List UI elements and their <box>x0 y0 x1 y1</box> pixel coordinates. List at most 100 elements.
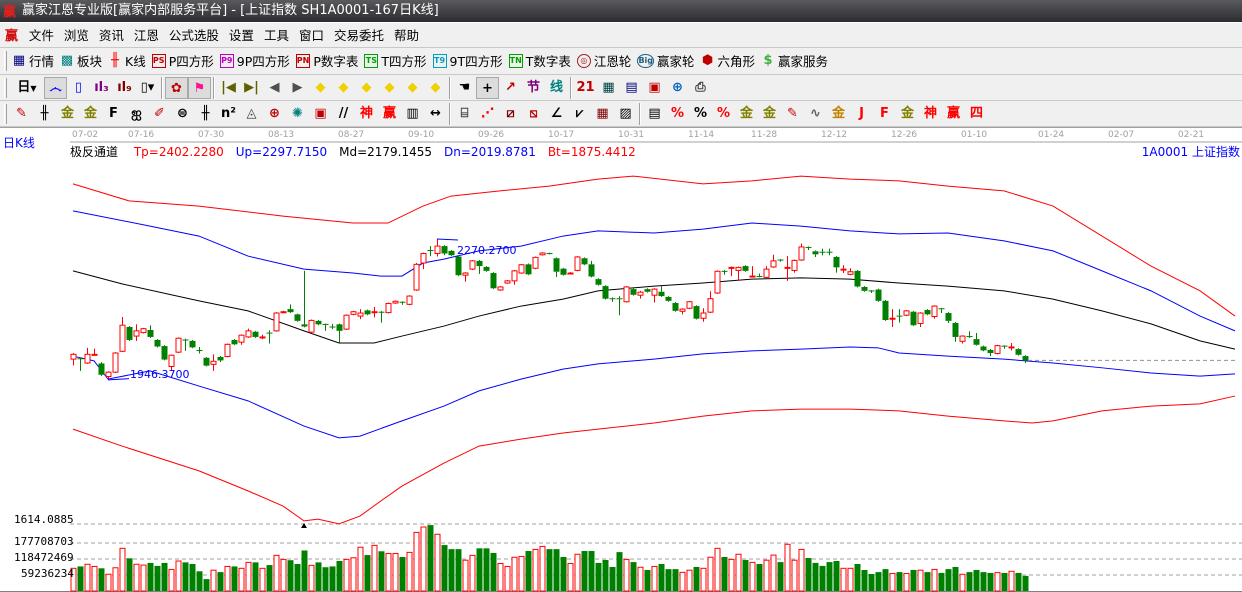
angle-lines-icon[interactable]: // <box>338 106 349 121</box>
last-icon[interactable]: ▶| <box>244 80 259 95</box>
notebook-icon[interactable]: ▤ <box>625 80 638 95</box>
toolbar-button-big-wheel[interactable]: Big 赢家轮 <box>635 48 698 73</box>
table-lines-icon[interactable]: ▤ <box>648 106 661 121</box>
period-dropdown[interactable]: 日▼ <box>10 77 44 99</box>
fan-icon[interactable]: ⋰ <box>481 106 494 121</box>
gold-angle-icon[interactable]: 金 <box>900 106 914 121</box>
toolbar-button-dollar[interactable]: $ 赢家服务 <box>759 48 832 73</box>
triangle-icon[interactable]: ◬ <box>246 106 257 121</box>
bar9-icon[interactable]: ıl₉ <box>117 80 132 95</box>
si-angle-icon[interactable]: 四 <box>969 106 983 121</box>
menu-item[interactable]: 浏览 <box>63 28 89 43</box>
xian-icon[interactable]: 线 <box>549 80 563 95</box>
ying-angle-icon[interactable]: 赢 <box>946 106 960 121</box>
percent-levels-icon[interactable]: % <box>716 106 731 121</box>
diamond-left-icon[interactable]: ◆ <box>315 80 326 95</box>
prev-icon[interactable]: ◀ <box>269 80 280 95</box>
grid-icon[interactable]: ▦ <box>596 106 609 121</box>
fan-lines-icon[interactable]: ∠ <box>550 106 563 121</box>
toolbar-grip[interactable] <box>4 104 7 124</box>
bar3-icon[interactable]: ıl₃ <box>94 80 109 95</box>
menu-item[interactable]: 文件 <box>28 28 54 43</box>
j-angle-icon[interactable]: J <box>859 106 864 121</box>
flag-icon[interactable]: ⚑ <box>188 77 211 99</box>
gold-lines2-icon[interactable]: 金 <box>83 106 97 121</box>
notepad-icon[interactable]: ▯ <box>74 80 83 95</box>
wave-icon[interactable]: ∿ <box>810 106 821 121</box>
shen-angle-icon[interactable]: 神 <box>923 106 937 121</box>
diamond-right-icon[interactable]: ◆ <box>338 80 349 95</box>
diamond-zoom-out-icon[interactable]: ◆ <box>407 80 418 95</box>
toolbar-button-sector-blocks[interactable]: ▩ 板块 <box>58 48 106 73</box>
grid-lines-icon[interactable]: ╫ <box>201 106 210 121</box>
calculator-icon[interactable]: ▦ <box>602 80 615 95</box>
spiral-icon[interactable]: ஐ <box>131 106 142 121</box>
percent-line-icon[interactable]: % <box>670 106 685 121</box>
chart-pattern-icon[interactable]: ෴ <box>44 77 67 99</box>
pen-level-icon[interactable]: ✎ <box>787 106 798 121</box>
toolbar-button-ps[interactable]: PS P四方形 <box>150 48 218 73</box>
toolbar-grip[interactable] <box>4 78 7 98</box>
menu-item[interactable]: 设置 <box>228 28 254 43</box>
pen-ruler-icon[interactable]: ✐ <box>154 106 165 121</box>
menu-item[interactable]: 帮助 <box>393 28 419 43</box>
ruler123-icon[interactable]: ▥ <box>406 106 419 121</box>
gold-red-icon[interactable]: 金 <box>831 106 845 121</box>
percent-icon[interactable]: % <box>693 106 708 121</box>
jie-icon[interactable]: 节 <box>526 80 540 95</box>
fib-lines-icon[interactable]: F <box>109 106 118 121</box>
menu-item[interactable]: 资讯 <box>98 28 124 43</box>
pen-icon[interactable]: ✎ <box>16 106 27 121</box>
toolbar-button-t9[interactable]: T9 9T四方形 <box>431 48 507 73</box>
toolbar-button-pn[interactable]: PN P数字表 <box>294 48 363 73</box>
menu-item[interactable]: 工具 <box>263 28 289 43</box>
target-icon[interactable]: ⊕ <box>269 106 280 121</box>
diamond-v-icon[interactable]: ◆ <box>430 80 441 95</box>
kline-chart[interactable]: 日K线 极反通道 Tp=2402.2280 Up=2297.7150 Md=2179… <box>0 127 1242 592</box>
next-icon[interactable]: ▶ <box>292 80 303 95</box>
gold-circle-icon[interactable]: 金 <box>739 106 753 121</box>
menu-item[interactable]: 江恩 <box>133 28 159 43</box>
square-web-icon[interactable]: ▣ <box>314 106 327 121</box>
diamond-zoom-in-icon[interactable]: ◆ <box>384 80 395 95</box>
zigzag-icon[interactable]: ⩗ <box>575 106 584 121</box>
menu-item[interactable]: 公式选股 <box>168 28 219 43</box>
line-tool-icon[interactable]: ↗ <box>505 80 516 95</box>
circle-ruler-icon[interactable]: ⊜ <box>177 106 188 121</box>
hand-icon[interactable]: ☚ <box>458 80 471 95</box>
toolbar-button-tn[interactable]: TN T数字表 <box>507 48 575 73</box>
box-icon[interactable]: ⌸ <box>460 106 469 121</box>
printer-icon[interactable]: ⎙ <box>695 80 706 95</box>
menu-item[interactable]: 窗口 <box>298 28 324 43</box>
crosshair-icon[interactable]: + <box>476 77 499 99</box>
chart-canvas[interactable] <box>0 128 1242 592</box>
shen-icon[interactable]: 神 <box>359 106 373 121</box>
toolbar-button-quote-table[interactable]: ▦ 行情 <box>10 48 58 73</box>
calendar-icon[interactable]: 21 <box>576 80 595 95</box>
toolbar-button-p9[interactable]: P9 9P四方形 <box>218 48 294 73</box>
web-icon[interactable]: ✺ <box>292 106 303 121</box>
date-tick-label: 11-14 <box>688 130 715 140</box>
hatch-icon[interactable]: ▨ <box>619 106 632 121</box>
toolbar-button-hexagon[interactable]: ⬢ 六角形 <box>699 48 760 73</box>
menu-item[interactable]: 交易委托 <box>333 28 384 43</box>
f-angle-icon[interactable]: F <box>880 106 889 121</box>
parallel-lines-icon[interactable]: ╫ <box>40 106 49 121</box>
candle-dropdown-icon[interactable]: ▯▾ <box>140 80 155 95</box>
gold-levels-icon[interactable]: 金 <box>762 106 776 121</box>
stamp-icon[interactable]: ✿ <box>165 77 188 99</box>
toolbar-button-ts[interactable]: TS T四方形 <box>362 48 430 73</box>
fan-box2-icon[interactable]: ⧅ <box>529 106 538 121</box>
range-icon[interactable]: ↔ <box>430 106 441 121</box>
toolbar-button-gann-wheel[interactable]: ◎ 江恩轮 <box>575 48 636 73</box>
n2-icon[interactable]: n² <box>221 106 236 121</box>
first-icon[interactable]: |◀ <box>221 80 236 95</box>
ying-icon[interactable]: 赢 <box>382 106 396 121</box>
toolbar-grip[interactable] <box>4 51 7 71</box>
toolbar-button-kline[interactable]: ╫ K线 <box>106 48 150 73</box>
gold-lines-icon[interactable]: 金 <box>60 106 74 121</box>
fan-box-icon[interactable]: ⧄ <box>506 106 515 121</box>
diamond-h-icon[interactable]: ◆ <box>361 80 372 95</box>
network-icon[interactable]: ⊕ <box>672 80 683 95</box>
save-icon[interactable]: ▣ <box>648 80 661 95</box>
